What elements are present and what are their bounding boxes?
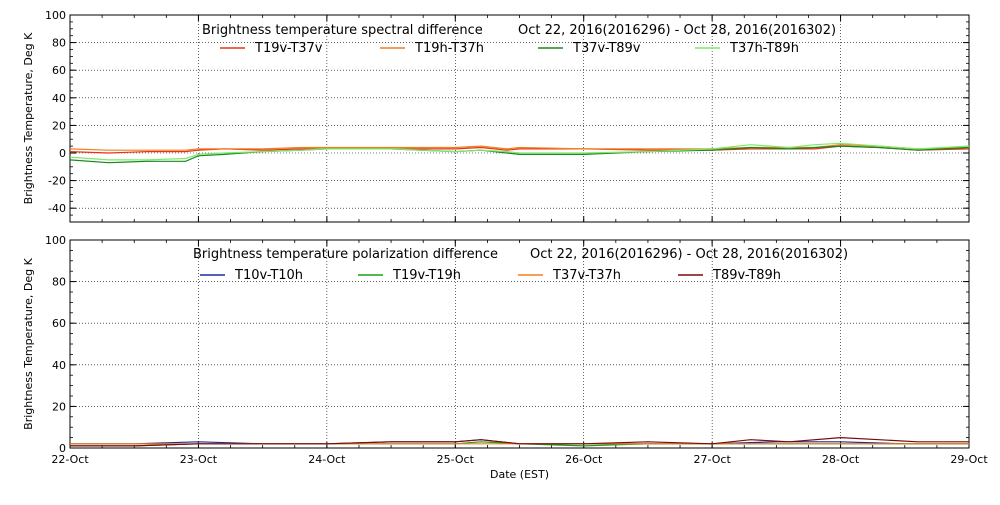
x-tick-label: 26-Oct [565,453,603,466]
chart-panel-2: 0 20 40 60 80 100 22-Oct 23-Oct 24-Oct 25-Oct 26-O… [22,234,988,481]
legend-label: T37v-T37h [552,268,621,283]
legend-label: T37h-T89h [729,41,799,56]
y-tick-label: 20 [52,119,66,132]
y-tick-label: 100 [45,9,66,22]
chart-date-range: Oct 22, 2016(2016296) - Oct 28, 2016(201… [530,247,848,262]
series-line-t10v-t10h [70,439,969,445]
x-tick-label: 27-Oct [693,453,731,466]
y-tick-label: 60 [52,64,66,77]
y-tick-label: 60 [52,317,66,330]
y-tick-label: -40 [48,202,66,215]
chart-panel-1: -40 -20 0 20 40 60 80 100 Brightness Temperature… [22,9,970,223]
legend-label: T89v-T89h [712,268,781,283]
legend-label: T10v-T10h [234,268,303,283]
y-tick-label: 80 [52,276,66,289]
y-tick-label: 80 [52,37,66,50]
legend-label: T19v-T37v [254,41,323,56]
x-tick-label: 24-Oct [308,453,346,466]
series-line-t19v-t37v [70,145,969,154]
y-tick-label: -20 [48,175,66,188]
series-line-t37h-t89h [70,142,969,161]
y-tick-label: 40 [52,359,66,372]
x-axis-label: Date (EST) [490,468,549,481]
plot-frame [69,239,970,449]
legend-label: T37v-T89v [572,41,641,56]
x-tick-label: 22-Oct [51,453,89,466]
plot-frame [69,14,970,223]
y-axis-label: Brightness Temperature, Deg K [22,32,35,204]
y-tick-label: 0 [59,442,66,455]
x-tick-label: 23-Oct [180,453,218,466]
y-tick-label: 40 [52,92,66,105]
x-tick-label: 29-Oct [950,453,988,466]
x-tick-label: 28-Oct [822,453,860,466]
y-tick-label: 0 [59,147,66,160]
chart-title: Brightness temperature spectral differen… [202,23,483,38]
legend-label: T19v-T19h [392,268,461,283]
series-line-t37v-t89v [70,145,969,164]
chart-title: Brightness temperature polarization diff… [193,247,498,262]
y-axis-label: Brightness Temperature, Deg K [22,257,35,429]
y-tick-label: 100 [45,234,66,247]
x-tick-label: 25-Oct [437,453,475,466]
y-tick-label: 20 [52,400,66,413]
chart-date-range: Oct 22, 2016(2016296) - Oct 28, 2016(201… [518,23,836,38]
legend-label: T19h-T37h [414,41,484,56]
series-line-t89v-t89h [70,436,969,447]
